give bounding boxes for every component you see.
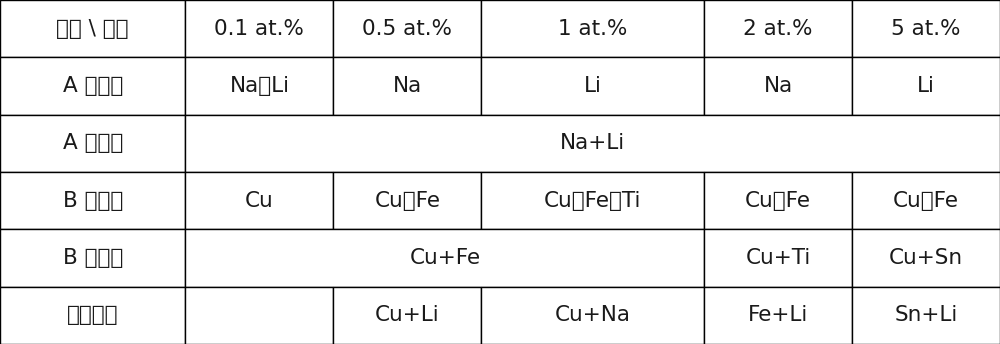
Text: Cu+Li: Cu+Li xyxy=(375,305,440,325)
Text: A 位双掺: A 位双掺 xyxy=(63,133,123,153)
Bar xyxy=(852,0,1000,57)
Text: 混合双掺: 混合双掺 xyxy=(67,305,118,325)
Bar xyxy=(481,0,704,57)
Text: Li: Li xyxy=(917,76,935,96)
Bar xyxy=(704,57,852,115)
Bar xyxy=(0,0,185,57)
Text: B 位单掺: B 位单掺 xyxy=(63,191,123,211)
Bar xyxy=(185,115,1000,172)
Text: Na: Na xyxy=(393,76,422,96)
Text: Li: Li xyxy=(584,76,602,96)
Text: Na+Li: Na+Li xyxy=(560,133,625,153)
Text: Cu+Fe: Cu+Fe xyxy=(409,248,480,268)
Bar xyxy=(0,287,185,344)
Text: 1 at.%: 1 at.% xyxy=(558,19,627,39)
Bar xyxy=(852,229,1000,287)
Bar xyxy=(704,287,852,344)
Text: Cu: Cu xyxy=(245,191,274,211)
Text: Na: Na xyxy=(764,76,793,96)
Bar xyxy=(852,57,1000,115)
Text: 0.1 at.%: 0.1 at.% xyxy=(214,19,304,39)
Bar xyxy=(333,287,481,344)
Bar xyxy=(185,0,333,57)
Text: Cu+Sn: Cu+Sn xyxy=(889,248,963,268)
Bar xyxy=(185,287,333,344)
Bar xyxy=(0,172,185,229)
Text: Cu、Fe: Cu、Fe xyxy=(893,191,959,211)
Text: Na，Li: Na，Li xyxy=(229,76,289,96)
Bar xyxy=(0,229,185,287)
Bar xyxy=(0,115,185,172)
Bar xyxy=(704,0,852,57)
Bar xyxy=(185,229,704,287)
Bar xyxy=(333,172,481,229)
Bar xyxy=(481,57,704,115)
Text: 类型 \ 浓度: 类型 \ 浓度 xyxy=(56,19,129,39)
Bar xyxy=(333,57,481,115)
Text: 2 at.%: 2 at.% xyxy=(743,19,813,39)
Text: 0.5 at.%: 0.5 at.% xyxy=(362,19,452,39)
Bar xyxy=(704,229,852,287)
Text: Cu+Ti: Cu+Ti xyxy=(746,248,811,268)
Bar xyxy=(704,172,852,229)
Bar xyxy=(481,172,704,229)
Text: Cu、Fe: Cu、Fe xyxy=(374,191,440,211)
Bar xyxy=(852,287,1000,344)
Text: Fe+Li: Fe+Li xyxy=(748,305,808,325)
Bar xyxy=(852,172,1000,229)
Text: A 位单掺: A 位单掺 xyxy=(63,76,123,96)
Bar xyxy=(333,0,481,57)
Bar xyxy=(185,57,333,115)
Bar xyxy=(0,57,185,115)
Text: Cu、Fe: Cu、Fe xyxy=(745,191,811,211)
Bar xyxy=(185,172,333,229)
Text: Cu+Na: Cu+Na xyxy=(555,305,631,325)
Text: Cu、Fe、Ti: Cu、Fe、Ti xyxy=(544,191,641,211)
Bar xyxy=(481,287,704,344)
Text: 5 at.%: 5 at.% xyxy=(891,19,961,39)
Text: Sn+Li: Sn+Li xyxy=(894,305,958,325)
Text: B 位双掺: B 位双掺 xyxy=(63,248,123,268)
